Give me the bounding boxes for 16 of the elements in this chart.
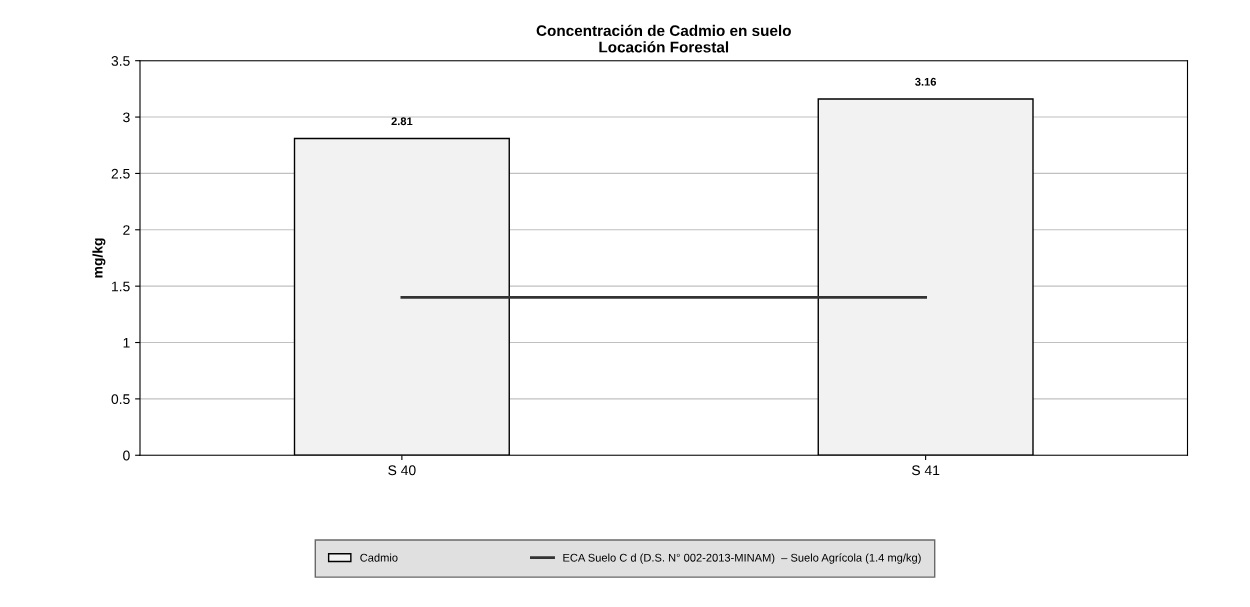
data-label: 3.16 bbox=[915, 77, 937, 86]
chart-title: Concentración de Cadmio en suelo Locación Forestal bbox=[536, 24, 791, 53]
data-label: 2.81 bbox=[391, 117, 413, 126]
y-tick-label: 2.5 bbox=[111, 168, 130, 179]
y-tick-label: 1 bbox=[123, 338, 130, 348]
y-tick-label: 1.5 bbox=[112, 281, 130, 292]
y-axis-title: mg/kg bbox=[92, 238, 106, 278]
y-tick-label: 0 bbox=[123, 450, 130, 461]
legend-label: Cadmio bbox=[360, 553, 398, 562]
y-tick-label: 3 bbox=[123, 112, 130, 123]
y-tick-label: 3.5 bbox=[111, 56, 130, 66]
x-tick-label: S 41 bbox=[911, 465, 940, 476]
legend-label: ECA Suelo C d (D.S. N° 002-2013-MINAM) – Suelo Agrícola (1.4 mg/kg) bbox=[563, 553, 921, 564]
x-tick-label: S 40 bbox=[388, 465, 416, 476]
y-tick-label: 2 bbox=[123, 225, 130, 235]
y-tick-label: 0.5 bbox=[111, 394, 130, 405]
